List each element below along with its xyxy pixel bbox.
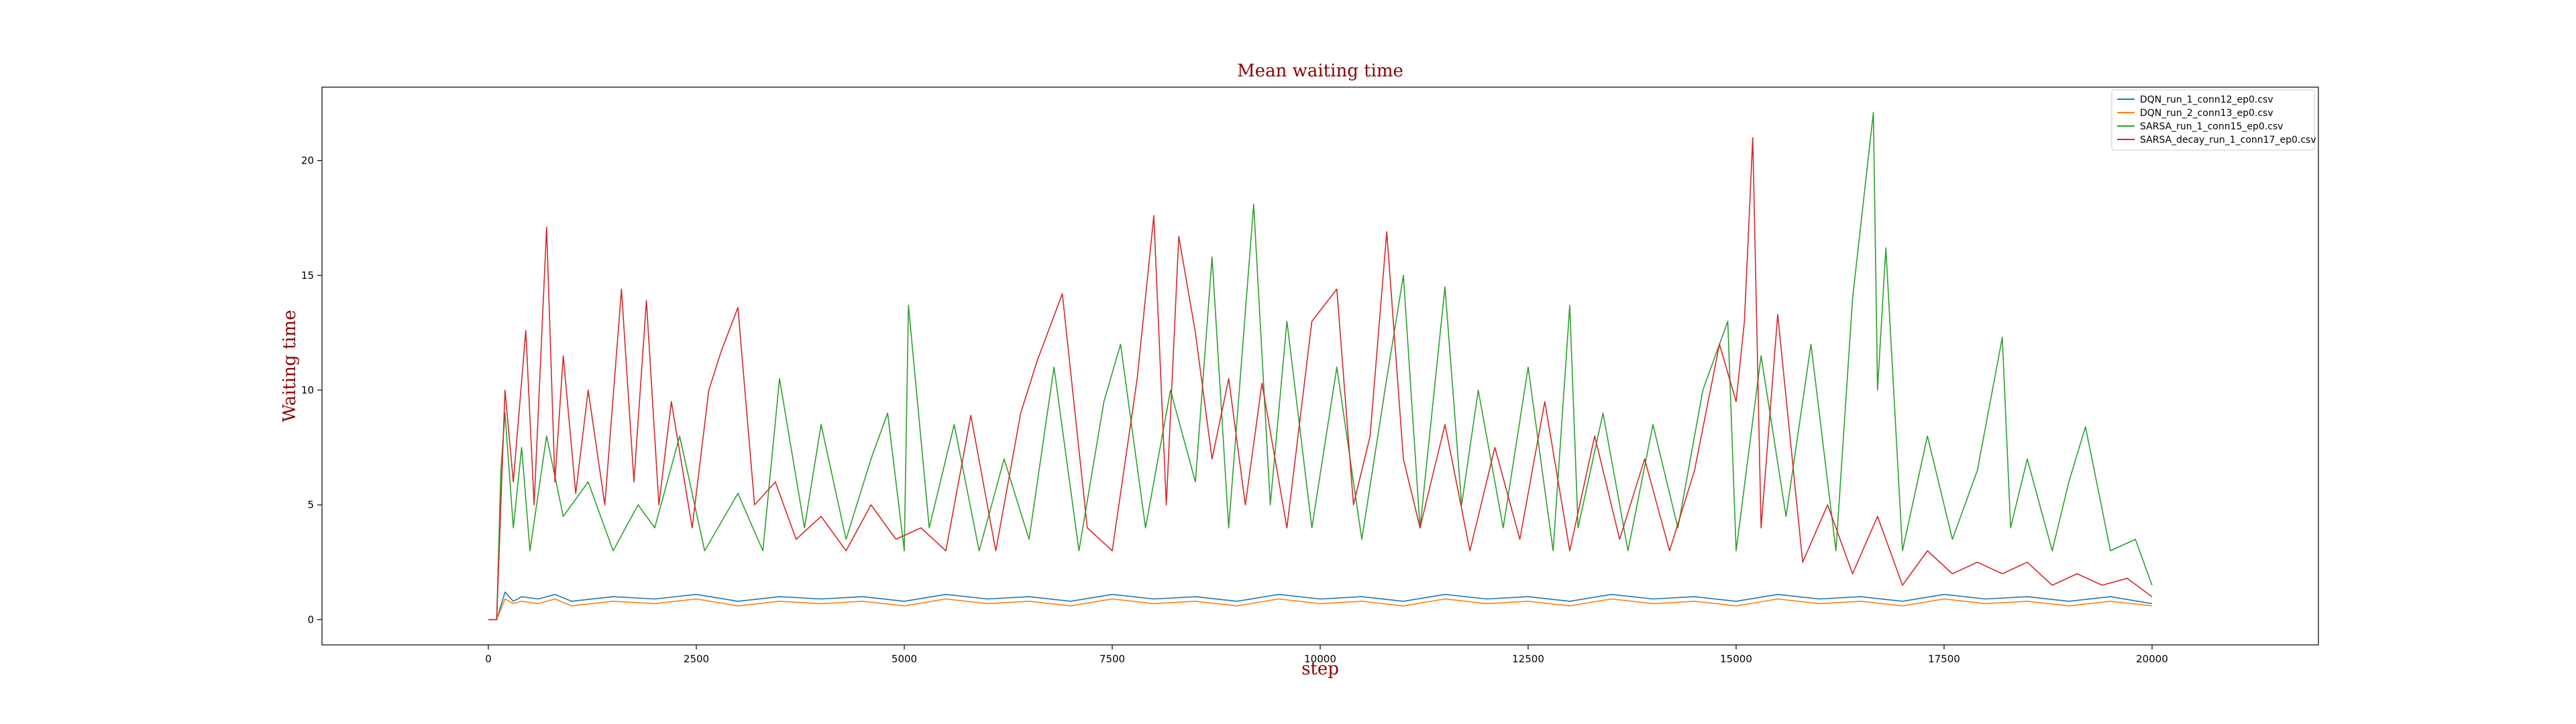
x-tick-label: 15000 xyxy=(1720,653,1752,665)
y-axis-label: Waiting time xyxy=(280,310,300,422)
series-line-2 xyxy=(488,598,2153,621)
x-tick-label: 0 xyxy=(485,653,492,665)
y-tick-label: 5 xyxy=(307,499,314,511)
y-tick-label: 20 xyxy=(301,155,314,167)
y-tick-label: 0 xyxy=(307,613,314,625)
y-tick-label: 15 xyxy=(301,269,314,282)
legend-label: SARSA_decay_run_1_conn17_ep0.csv xyxy=(2140,135,2316,145)
x-axis-label: step xyxy=(1301,659,1339,679)
chart-title: Mean waiting time xyxy=(1237,61,1403,81)
x-tick-label: 2500 xyxy=(684,653,709,665)
y-axis-ticks: 0 5 10 15 20 xyxy=(301,155,322,625)
x-tick-label: 10000 xyxy=(1304,653,1336,665)
plot-series xyxy=(488,111,2153,621)
legend: DQN_run_1_conn12_ep0.csv DQN_run_2_conn13… xyxy=(2111,89,2316,151)
x-tick-label: 20000 xyxy=(2136,653,2168,665)
y-tick-label: 10 xyxy=(301,384,314,396)
x-tick-label: 12500 xyxy=(1512,653,1544,665)
x-tick-label: 7500 xyxy=(1099,653,1125,665)
legend-label: SARSA_run_1_conn15_ep0.csv xyxy=(2140,121,2284,132)
x-tick-label: 17500 xyxy=(1928,653,1960,665)
series-line-1 xyxy=(488,591,2153,621)
legend-label: DQN_run_2_conn13_ep0.csv xyxy=(2140,108,2273,119)
legend-label: DQN_run_1_conn12_ep0.csv xyxy=(2140,95,2273,105)
x-axis-ticks: 0 2500 5000 7500 10000 12500 15000 17500 20000 xyxy=(485,645,2168,665)
x-tick-label: 5000 xyxy=(892,653,917,665)
series-line-4 xyxy=(488,137,2153,621)
legend-box xyxy=(2111,89,2315,151)
